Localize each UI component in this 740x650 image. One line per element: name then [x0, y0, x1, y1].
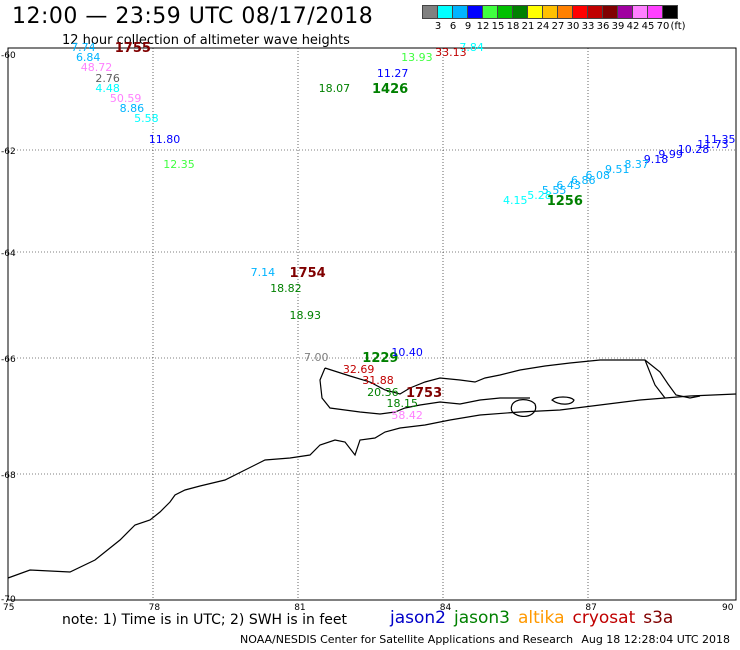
altimeter-map: 75 78 81 84 87 90 -60 -62 -64 -66 -68 -70: [1, 47, 737, 610]
x-tick-label: 87: [585, 603, 596, 610]
y-tick-label: -60: [1, 51, 16, 61]
scale-label: 36: [596, 21, 610, 32]
swh-value-label: 7.84: [459, 41, 484, 54]
ice-shelf-outline: [319, 359, 701, 415]
y-tick-label: -64: [1, 249, 16, 259]
swh-value-label: 11.27: [376, 66, 409, 80]
x-tick-label: 81: [294, 603, 305, 610]
satellite-legend-cryosat: cryosat: [572, 608, 636, 628]
wave-height-color-scale: [422, 5, 678, 19]
map-tick-labels: 75 78 81 84 87 90 -60 -62 -64 -66 -68 -70: [1, 51, 734, 610]
scale-label: 39: [611, 21, 625, 32]
swh-value-label: 8.86: [119, 102, 145, 116]
swh-value-label: 8.37: [624, 158, 649, 172]
swh-value-label: 9.18: [643, 153, 669, 167]
swh-value-label: 33.13: [435, 46, 467, 60]
map-frame: [7, 47, 737, 601]
pass-time-label: 1754: [289, 266, 326, 282]
scale-label: 12: [476, 21, 490, 32]
scale-label: 70: [656, 21, 670, 32]
swh-value-label: 7.14: [250, 266, 276, 280]
swh-value-label: 18.82: [270, 282, 302, 296]
pass-time-label: 1426: [372, 81, 409, 97]
swh-value-label: 5.58: [134, 112, 159, 126]
swh-value-label: 13.93: [401, 51, 433, 65]
satellite-legend-s3a: s3a: [643, 608, 674, 628]
scale-label: 27: [551, 21, 565, 32]
swh-value-label: 2.76: [95, 71, 120, 85]
swh-value-label: 6.86: [570, 173, 596, 187]
swh-value-label: 9.51: [604, 163, 630, 177]
x-tick-label: 90: [722, 603, 734, 610]
map-title: 12:00 — 23:59 UTC 08/17/2018: [12, 4, 374, 29]
scale-label: 21: [521, 21, 535, 32]
satellite-legend-altika: altika: [518, 608, 565, 628]
coastline: [7, 359, 737, 579]
y-tick-label: -68: [1, 471, 16, 481]
swh-value-label: 5.55: [541, 183, 567, 197]
swh-value-label: 48.72: [80, 61, 113, 75]
swh-value-label: 32.69: [342, 362, 375, 376]
scale-label: 33: [581, 21, 595, 32]
swh-value-label: 18.93: [289, 308, 321, 322]
footer-timestamp: Aug 18 12:28:04 UTC 2018: [581, 633, 730, 646]
scale-label: (ft): [670, 21, 686, 32]
island-outline: [551, 396, 575, 405]
antarctic-coast: [7, 393, 737, 579]
y-tick-label: -62: [1, 147, 16, 157]
scale-label: 15: [491, 21, 505, 32]
satellite-legend: jason2 jason3 altika cryosat s3a: [390, 608, 673, 628]
swh-value-label: 6.43: [556, 178, 581, 192]
scale-label: 30: [566, 21, 580, 32]
swh-value-label: 20.36: [367, 385, 399, 399]
y-tick-label: -66: [1, 355, 16, 365]
x-tick-label: 78: [149, 603, 161, 610]
satellite-legend-jason2: jason2: [390, 608, 446, 628]
scale-label: 3: [434, 21, 442, 32]
swh-value-label: 4.48: [95, 81, 120, 95]
swh-value-label: 11.80: [148, 132, 181, 146]
swh-value-label: 11.35: [704, 132, 736, 146]
map-note: note: 1) Time is in UTC; 2) SWH is in fe…: [62, 612, 348, 628]
pass-time-label: 1755: [114, 41, 151, 56]
y-tick-label: -70: [1, 595, 16, 605]
scale-swatch: [662, 5, 678, 19]
swh-value-label: 50.59: [109, 92, 142, 105]
scale-label: 45: [641, 21, 655, 32]
scale-label: 18: [506, 21, 520, 32]
swh-value-label: 7.00: [304, 351, 329, 364]
swh-value-label: 6.08: [585, 168, 611, 182]
graticule: [8, 48, 736, 600]
scale-label: 9: [464, 21, 472, 32]
scale-label: 42: [626, 21, 640, 32]
swh-value-label: 11.73: [697, 137, 729, 151]
swh-value-label: 5.28: [527, 188, 552, 202]
x-tick-label: 75: [3, 603, 14, 610]
map-footer: NOAA/NESDIS Center for Satellite Applica…: [240, 633, 730, 646]
swh-value-label: 10.28: [677, 143, 710, 156]
pass-time-label: 1256: [546, 194, 583, 209]
swh-value-label: 58.42: [391, 409, 423, 422]
swh-value-label: 6.84: [75, 51, 101, 65]
scale-label: 6: [449, 21, 457, 32]
swh-value-label: 18.15: [386, 397, 419, 411]
map-subtitle: 12 hour collection of altimeter wave hei…: [62, 33, 350, 48]
swh-value-label: 4.15: [503, 194, 528, 207]
swh-value-label: 12.35: [163, 158, 195, 172]
island-outline: [510, 399, 537, 417]
swh-value-label: 10.40: [391, 345, 423, 359]
swh-value-label: 18.07: [318, 81, 351, 95]
footer-source: NOAA/NESDIS Center for Satellite Applica…: [240, 633, 574, 646]
x-tick-label: 84: [440, 603, 452, 610]
scale-label: 24: [536, 21, 550, 32]
swh-value-label: 7.74: [71, 41, 96, 54]
swh-value-label: 9.99: [658, 148, 683, 162]
pass-time-label: 1229: [362, 351, 399, 366]
pass-time-label: 1753: [405, 385, 443, 401]
swh-value-label: 31.88: [362, 374, 394, 388]
satellite-legend-jason3: jason3: [454, 608, 510, 628]
